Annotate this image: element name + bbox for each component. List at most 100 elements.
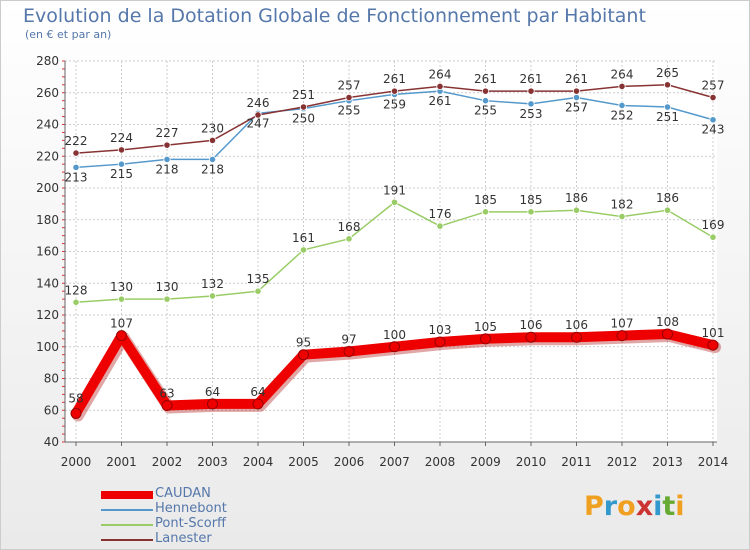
x-tick-label: 2002: [152, 455, 183, 469]
data-point: [663, 103, 672, 111]
data-point: [345, 235, 353, 243]
data-point: [480, 333, 491, 345]
data-point: [116, 330, 127, 342]
data-label: 265: [656, 66, 679, 80]
data-point: [72, 149, 80, 157]
data-point: [434, 336, 446, 348]
data-point: [618, 82, 626, 91]
data-label: 185: [474, 193, 497, 207]
data-label: 257: [565, 101, 588, 115]
data-label: 255: [338, 104, 361, 118]
data-label: 251: [656, 110, 679, 124]
chart-subtitle: (en € et par an): [25, 28, 112, 41]
data-point: [527, 100, 535, 108]
x-tick-label: 2005: [288, 455, 319, 469]
data-point: [527, 208, 535, 216]
data-point: [390, 87, 399, 95]
data-point: [481, 208, 490, 216]
y-tick-label: 200: [36, 181, 59, 195]
data-label: 261: [520, 72, 543, 86]
data-label: 257: [338, 79, 361, 93]
data-label: 222: [65, 134, 88, 148]
data-label: 264: [611, 67, 634, 81]
data-point: [208, 292, 217, 300]
data-label: 257: [702, 79, 725, 93]
data-label: 259: [383, 97, 406, 111]
data-label: 218: [156, 162, 179, 176]
data-label: 132: [201, 277, 224, 291]
data-label: 64: [205, 385, 220, 399]
data-point: [572, 87, 581, 95]
proxiti-logo: Proxiti: [584, 491, 685, 522]
data-point: [709, 233, 717, 241]
logo-letter: i: [675, 491, 685, 522]
data-point: [208, 155, 217, 164]
data-point: [707, 339, 719, 351]
data-point: [345, 93, 353, 102]
y-tick-label: 40: [44, 435, 59, 449]
y-tick-label: 80: [44, 372, 59, 386]
y-tick-label: 180: [36, 213, 59, 227]
data-point: [299, 246, 308, 254]
series-lanester: [72, 81, 717, 157]
logo-letter: o: [617, 491, 636, 522]
data-point: [298, 349, 309, 361]
data-label: 186: [656, 191, 679, 205]
data-label: 218: [201, 162, 224, 176]
data-label: 108: [656, 315, 679, 329]
x-tick-label: 2014: [698, 455, 729, 469]
data-label: 251: [292, 88, 315, 102]
data-label: 168: [338, 220, 361, 234]
data-label: 130: [110, 280, 133, 294]
legend-swatch: [101, 509, 153, 511]
data-label: 261: [383, 72, 406, 86]
y-tick-label: 100: [36, 340, 59, 354]
data-label: 128: [65, 283, 88, 297]
data-point: [208, 136, 217, 144]
data-label: 106: [520, 318, 543, 332]
y-tick-label: 220: [36, 149, 59, 163]
data-point: [618, 212, 626, 221]
x-tick-label: 2003: [197, 455, 228, 469]
legend-swatch: [101, 491, 153, 499]
x-tick-label: 2000: [61, 455, 92, 469]
data-point: [663, 206, 672, 214]
x-tick-label: 2013: [652, 455, 683, 469]
x-tick-label: 2009: [470, 455, 501, 469]
data-label: 103: [429, 323, 452, 337]
data-point: [436, 82, 444, 91]
x-tick-label: 2004: [243, 455, 274, 469]
data-point: [299, 103, 308, 111]
logo-letter: P: [584, 491, 604, 522]
y-tick-label: 140: [36, 276, 59, 290]
x-tick-label: 2008: [425, 455, 456, 469]
x-tick-label: 2012: [607, 455, 638, 469]
data-point: [616, 330, 628, 342]
data-point: [436, 222, 444, 230]
legend-swatch: [101, 524, 153, 526]
data-point: [389, 341, 400, 353]
labels-caudan: 58 107 63 64 64 95 97 100 103 105 106 106 107 108 101: [68, 315, 724, 405]
data-point: [163, 295, 171, 303]
data-label: 105: [474, 320, 497, 334]
data-label: 95: [296, 336, 311, 350]
data-label: 252: [611, 108, 634, 122]
series-caudan: [70, 328, 721, 422]
data-point: [117, 160, 126, 168]
data-label: 64: [250, 385, 265, 399]
data-point: [662, 328, 673, 340]
data-point: [527, 87, 535, 95]
labels-lanester: 222 224 227 230 246 251 257 261 264 261 261 261 264 2…: [65, 66, 725, 148]
data-label: 224: [110, 131, 133, 145]
data-label: 246: [247, 96, 270, 110]
data-label: 135: [247, 272, 270, 286]
data-point: [252, 398, 264, 410]
data-label: 186: [565, 191, 588, 205]
y-tick-label: 280: [36, 54, 59, 68]
legend-label: Pont-Scorff: [155, 516, 227, 531]
data-point: [571, 331, 582, 343]
data-point: [254, 287, 262, 295]
x-tick-label: 2001: [106, 455, 137, 469]
